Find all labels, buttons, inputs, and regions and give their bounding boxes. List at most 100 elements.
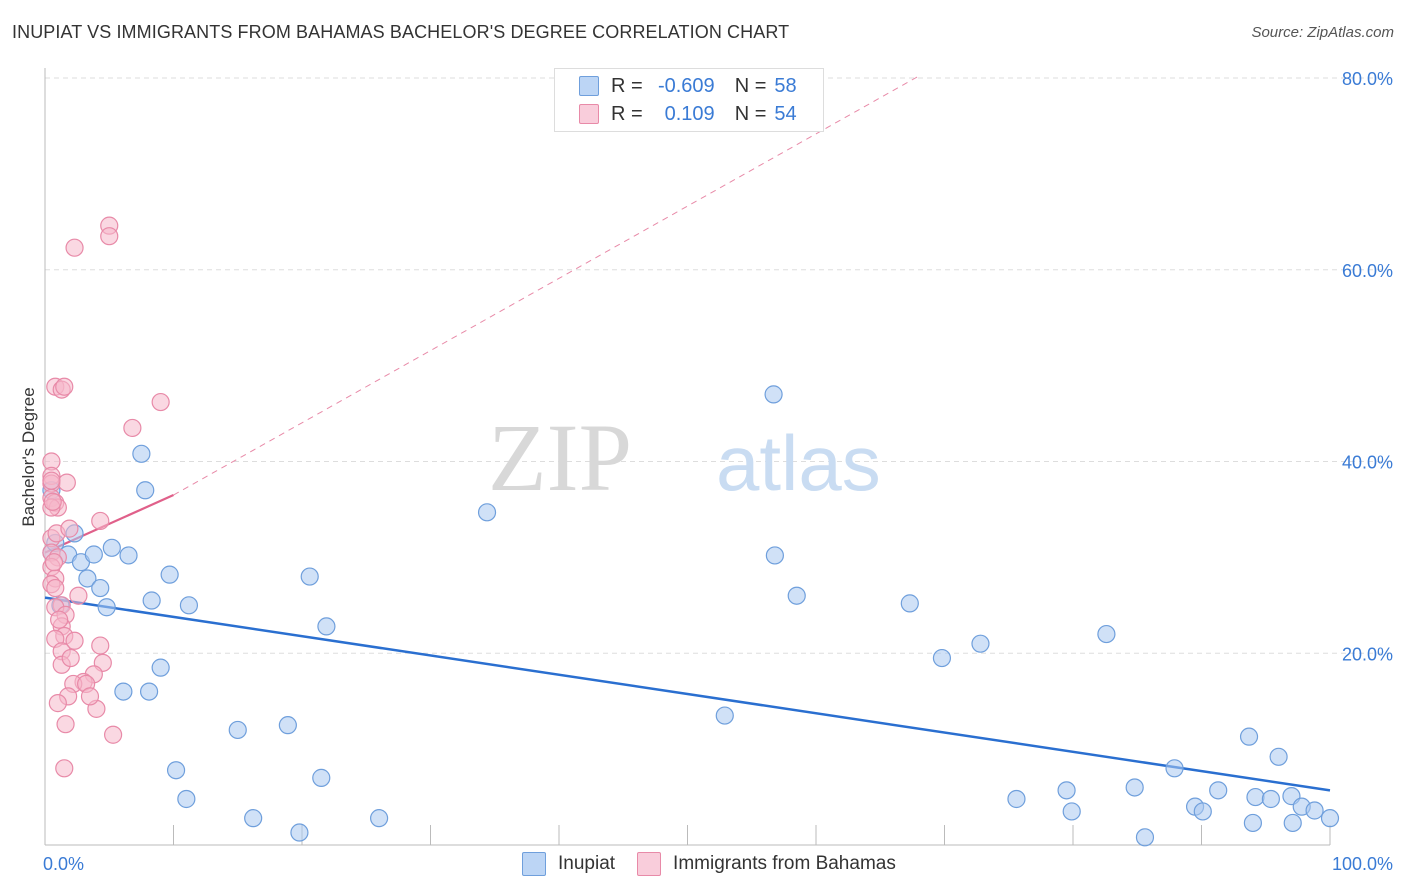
inupiat-point [312, 768, 331, 787]
source-label: Source: ZipAtlas.com [1251, 24, 1394, 41]
bahamas-point [55, 759, 74, 778]
inupiat-point [114, 682, 133, 701]
bahamas-point [50, 610, 69, 629]
inupiat-point [1269, 747, 1288, 766]
bahamas-point [60, 519, 79, 538]
bahamas-point [65, 238, 84, 257]
inupiat-swatch [579, 76, 599, 96]
inupiat-point [1057, 781, 1076, 800]
y-tick-label: 20.0% [1342, 644, 1393, 664]
bahamas-point [69, 586, 88, 605]
bahamas-point [123, 418, 142, 438]
y-tick-label: 80.0% [1342, 69, 1393, 89]
chart-title: INUPIAT VS IMMIGRANTS FROM BAHAMAS BACHE… [12, 22, 790, 42]
bahamas-point [46, 578, 65, 598]
inupiat-point [78, 569, 97, 588]
inupiat-point [715, 706, 734, 725]
bahamas-swatch [579, 104, 599, 124]
inupiat-point [84, 545, 103, 564]
inupiat-point [1209, 781, 1228, 800]
bahamas-point [43, 492, 62, 511]
inupiat-point [139, 682, 159, 701]
bahamas-point [65, 631, 84, 650]
r-label: R = [611, 102, 643, 125]
inupiat-point [132, 444, 151, 463]
inupiat-point [1246, 787, 1265, 807]
inupiat-point [1261, 789, 1280, 809]
inupiat-point [179, 596, 199, 615]
inupiat-point [91, 578, 110, 598]
inupiat-point [102, 538, 121, 557]
inupiat-legend-swatch [522, 852, 546, 876]
inupiat-point [1125, 778, 1144, 797]
legend-row-inupiat: R = -0.609 N = 58 [579, 73, 797, 99]
inupiat-point [1243, 813, 1263, 833]
inupiat-point [787, 586, 806, 605]
data-points [42, 216, 1340, 847]
y-tick-label: 40.0% [1342, 453, 1393, 473]
inupiat-point [151, 658, 170, 677]
legend-row-bahamas: R = 0.109 N = 54 [579, 101, 797, 127]
inupiat-point [477, 503, 497, 522]
n-value-inupiat: 58 [774, 74, 797, 97]
bahamas-point [56, 715, 75, 734]
legend-item-bahamas[interactable]: Immigrants from Bahamas [637, 852, 896, 876]
inupiat-point [971, 634, 990, 653]
inupiat-point [228, 720, 247, 740]
inupiat-point [764, 385, 783, 404]
x-tick-label: 100.0% [1332, 854, 1393, 874]
bahamas-point [91, 511, 110, 531]
r-label: R = [611, 74, 643, 97]
inupiat-point [1239, 727, 1259, 746]
inupiat-point [1305, 801, 1324, 820]
inupiat-point [1007, 789, 1026, 809]
correlation-legend: R = -0.609 N = 58 R = 0.109 N = 54 [554, 68, 824, 132]
inupiat-point [244, 809, 263, 828]
bahamas-point [57, 473, 76, 492]
r-value-inupiat: -0.609 [657, 74, 715, 97]
inupiat-point [1097, 624, 1116, 644]
bahamas-point [100, 227, 119, 246]
inupiat-point [932, 648, 952, 668]
n-label: N = [734, 74, 767, 97]
legend-item-inupiat[interactable]: Inupiat [522, 852, 615, 876]
bahamas-point [80, 687, 100, 706]
n-value-bahamas: 54 [774, 102, 797, 125]
inupiat-point [136, 481, 155, 500]
bahamas-point [61, 648, 80, 668]
y-tick-label: 60.0% [1342, 261, 1393, 281]
watermark-zip: ZIP [488, 404, 632, 511]
inupiat-point [900, 594, 919, 613]
inupiat-point [300, 567, 319, 586]
inupiat-point [1062, 802, 1081, 821]
watermark-atlas: atlas [716, 419, 881, 507]
watermark: ZIP atlas [488, 404, 881, 511]
bahamas-point [91, 636, 110, 655]
inupiat-point [97, 598, 116, 617]
y-axis-label: Bachelor's Degree [19, 387, 38, 526]
series-legend: Inupiat Immigrants from Bahamas [522, 852, 918, 876]
bahamas-trend-line [44, 494, 174, 554]
bahamas-point [104, 725, 123, 744]
legend-label-inupiat: Inupiat [558, 853, 616, 874]
inupiat-point [160, 565, 179, 584]
inupiat-point [1320, 809, 1340, 828]
bahamas-legend-swatch [637, 852, 662, 876]
inupiat-point [166, 761, 186, 780]
inupiat-point [1135, 828, 1155, 847]
inupiat-point [1283, 813, 1302, 833]
legend-label-bahamas: Immigrants from Bahamas [673, 853, 896, 874]
inupiat-point [317, 617, 336, 636]
inupiat-point [370, 809, 389, 828]
tick-labels: 20.0% 40.0% 60.0% 80.0% 0.0% 100.0% [43, 69, 1393, 874]
x-tick-label: 0.0% [43, 854, 84, 874]
inupiat-trend-line [44, 596, 1331, 792]
bahamas-point [48, 694, 67, 713]
n-label: N = [734, 102, 767, 125]
inupiat-point [278, 716, 297, 735]
inupiat-point [119, 546, 138, 565]
bahamas-point [42, 471, 61, 490]
bahamas-point [44, 553, 64, 572]
inupiat-point [1193, 802, 1212, 821]
